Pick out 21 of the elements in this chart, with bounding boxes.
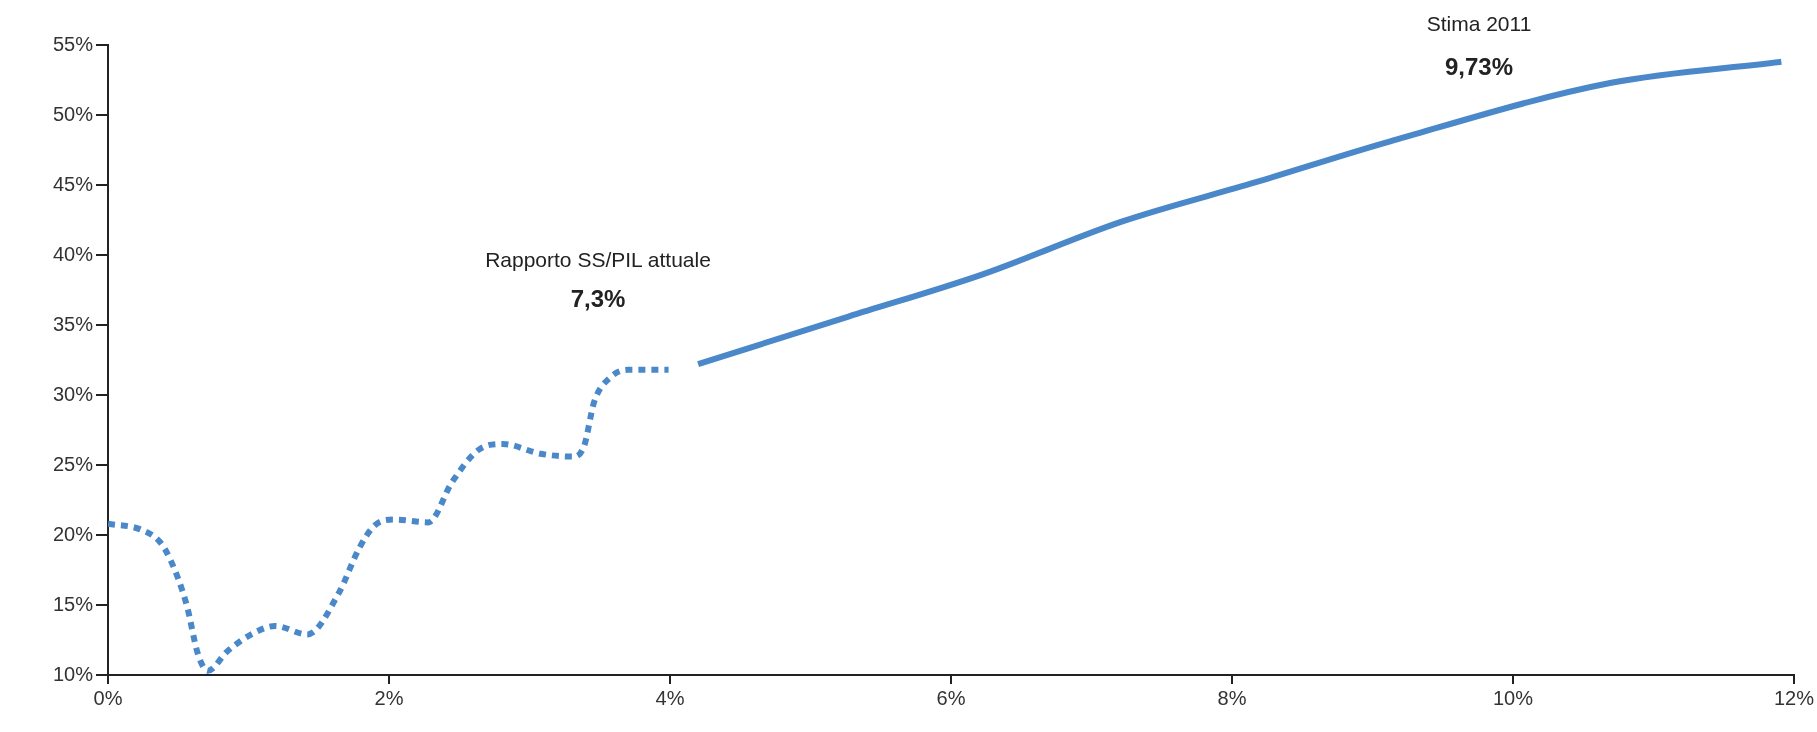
y-tick-label: 20%	[52, 522, 94, 545]
y-tick-label: 40%	[52, 242, 94, 265]
annotation: Rapporto SS/PIL attuale	[485, 247, 711, 271]
y-tick-label: 15%	[52, 592, 94, 615]
y-tick-label: 45%	[52, 172, 94, 195]
x-tick-label: 8%	[1217, 686, 1247, 709]
annotation: 7,3%	[570, 284, 626, 312]
annotation: 9,73%	[1444, 52, 1514, 80]
y-tick-label: 55%	[52, 32, 94, 55]
text: Stima 2011	[1426, 11, 1532, 35]
x-tick-label: 12%	[1773, 686, 1815, 709]
x-tick-label: 10%	[1492, 686, 1534, 709]
x-tick-label: 0%	[93, 686, 123, 709]
x-tick-label: 6%	[936, 686, 966, 709]
y-tick-label: 25%	[52, 452, 94, 475]
x-tick-label: 2%	[374, 686, 404, 709]
x-tick-label: 4%	[655, 686, 685, 709]
y-tick-label: 35%	[52, 312, 94, 335]
y-tick-label: 30%	[52, 382, 94, 405]
y-tick-label: 10%	[52, 662, 94, 685]
y-tick-label: 50%	[52, 102, 94, 125]
